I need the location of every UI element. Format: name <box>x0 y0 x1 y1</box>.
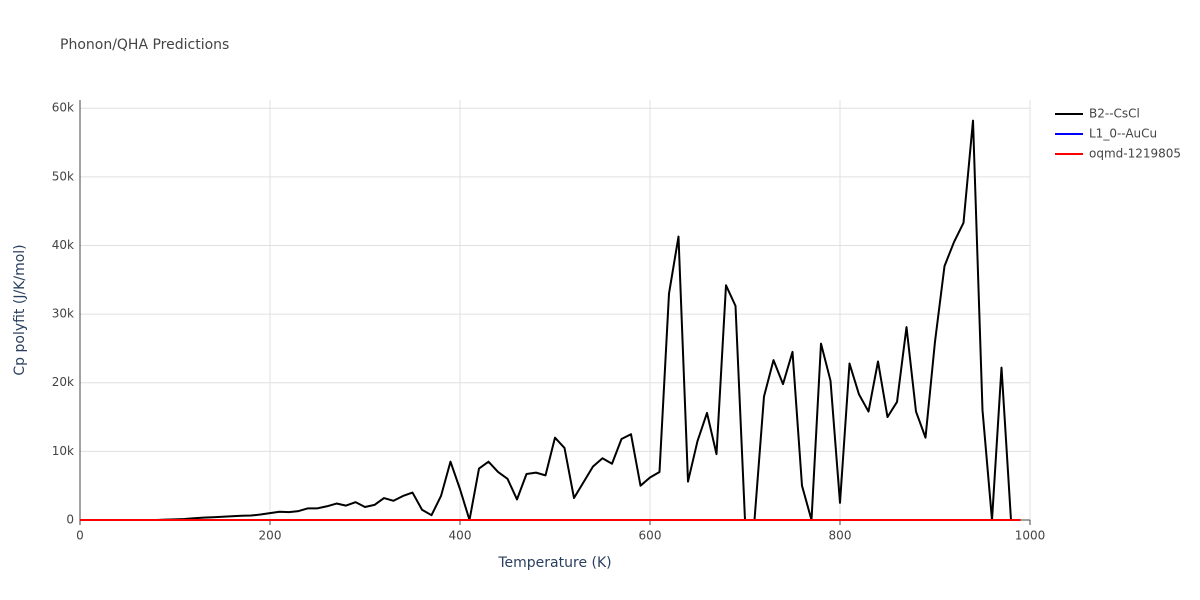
x-tick-label: 200 <box>259 529 282 543</box>
plot-area <box>80 119 1021 521</box>
y-tick-label: 30k <box>52 307 74 321</box>
y-tick-label: 20k <box>52 375 74 389</box>
x-tick-label: 1000 <box>1015 529 1046 543</box>
x-axis-title: Temperature (K) <box>497 555 611 571</box>
y-tick-label: 10k <box>52 444 74 458</box>
legend-label: B2--CsCl <box>1089 107 1140 121</box>
chart-title: Phonon/QHA Predictions <box>60 37 229 53</box>
legend-label: oqmd-1219805 <box>1089 147 1181 161</box>
x-tick-label: 400 <box>449 529 472 543</box>
y-tick-label: 0 <box>66 513 74 527</box>
x-tick-label: 800 <box>829 529 852 543</box>
x-tick-label: 0 <box>76 529 84 543</box>
y-tick-label: 40k <box>52 238 74 252</box>
y-tick-label: 50k <box>52 169 74 183</box>
y-axis-title: Cp polyfit (J/K/mol) <box>12 244 28 375</box>
x-tick-label: 600 <box>639 529 662 543</box>
series-line <box>80 119 1012 521</box>
y-tick-label: 60k <box>52 101 74 115</box>
legend-label: L1_0--AuCu <box>1089 127 1157 141</box>
